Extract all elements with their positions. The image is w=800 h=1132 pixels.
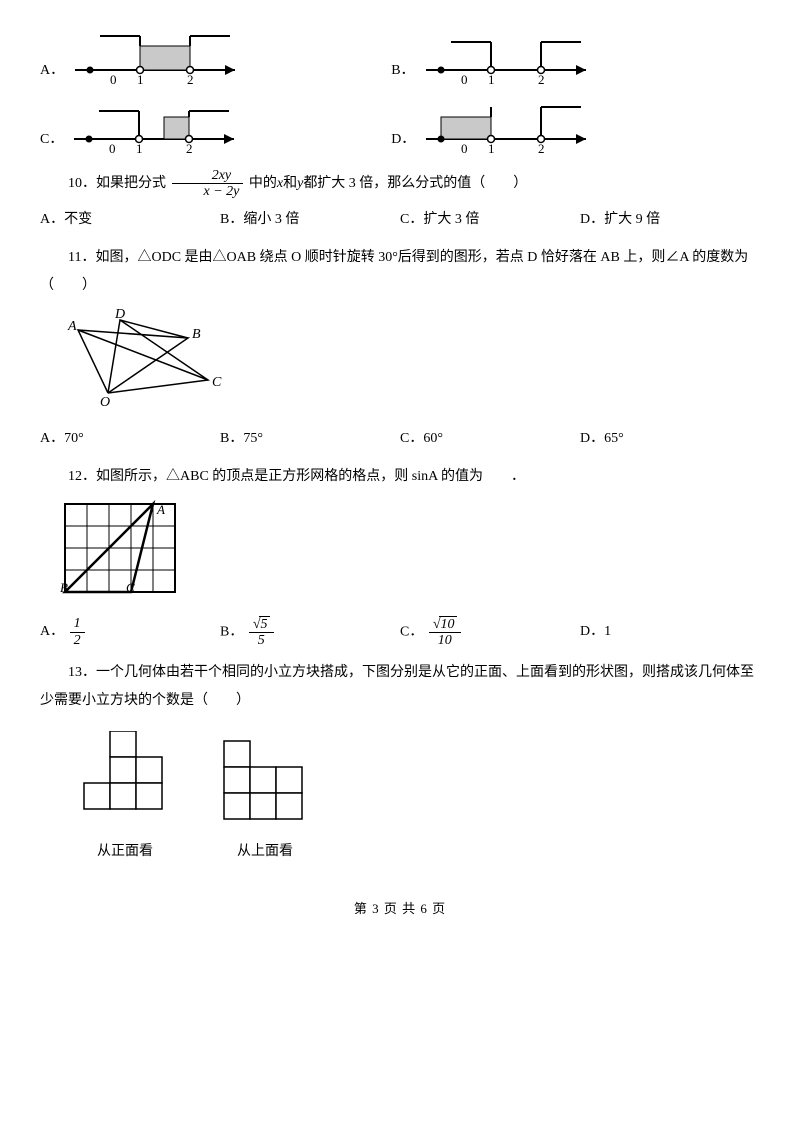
q9-option-c[interactable]: C． 0 1 2 xyxy=(40,99,371,154)
svg-text:1: 1 xyxy=(488,141,495,154)
q10-answer-a[interactable]: A．不变 xyxy=(40,206,220,234)
q9-c-label: C． xyxy=(40,126,63,154)
q11-figure: A D B C O xyxy=(60,308,760,419)
q12-answer-a[interactable]: A． 12 xyxy=(40,616,220,648)
q12-answers: A． 12 B． 55 C． 1010 D．1 xyxy=(40,616,760,649)
svg-text:2: 2 xyxy=(186,141,193,154)
tick-1: 1 xyxy=(137,72,144,85)
numberline-a: 0 1 2 xyxy=(70,30,250,85)
q10-answer-b[interactable]: B．缩小 3 倍 xyxy=(220,206,400,234)
front-view xyxy=(80,731,170,821)
top-caption: 从上面看 xyxy=(220,838,310,866)
q10-answer-d[interactable]: D．扩大 9 倍 xyxy=(580,206,760,234)
page-footer: 第 3 页 共 6 页 xyxy=(40,896,760,922)
numberline-c: 0 1 2 xyxy=(69,99,249,154)
q9-option-b[interactable]: B． 0 1 2 xyxy=(391,30,722,85)
q9-b-label: B． xyxy=(391,57,414,85)
front-view-block: 从正面看 xyxy=(80,731,170,866)
svg-text:D: D xyxy=(114,308,125,322)
svg-text:1: 1 xyxy=(488,72,495,85)
q12-figure: A B C xyxy=(60,499,760,610)
svg-text:1: 1 xyxy=(136,141,143,154)
top-view xyxy=(220,731,310,821)
q11-answer-c[interactable]: C．60° xyxy=(400,425,580,453)
q11-answer-a[interactable]: A．70° xyxy=(40,425,220,453)
svg-text:2: 2 xyxy=(538,141,545,154)
svg-text:A: A xyxy=(67,319,77,334)
q9-row1: A． 0 1 2 B． 0 xyxy=(40,30,760,85)
svg-text:B: B xyxy=(192,327,201,342)
q11-answer-d[interactable]: D．65° xyxy=(580,425,760,453)
q10-text: 10．如果把分式 2xy x − 2y 中的x和y都扩大 3 倍，那么分式的值（… xyxy=(40,168,760,200)
q11-answers: A．70° B．75° C．60° D．65° xyxy=(40,425,760,453)
q11-num: 11 xyxy=(68,250,81,265)
q12-text: 12．如图所示，△ABC 的顶点是正方形网格的格点，则 sinA 的值为 ． xyxy=(40,463,760,491)
q9-d-label: D． xyxy=(391,126,415,154)
svg-text:B: B xyxy=(60,580,68,595)
tick-2: 2 xyxy=(187,72,194,85)
q11-answer-b[interactable]: B．75° xyxy=(220,425,400,453)
q12-num: 12 xyxy=(68,469,82,484)
q11-text: 11．如图，△ODC 是由△OAB 绕点 O 顺时针旋转 30°后得到的图形，若… xyxy=(40,244,760,300)
q9-option-d[interactable]: D． 0 1 2 xyxy=(391,99,722,154)
svg-text:2: 2 xyxy=(538,72,545,85)
numberline-b: 0 1 2 xyxy=(421,30,601,85)
q12-answer-b[interactable]: B． 55 xyxy=(220,616,400,649)
q12-answer-c[interactable]: C． 1010 xyxy=(400,616,580,649)
q13-text: 13．一个几何体由若干个相同的小立方块搭成，下图分别是从它的正面、上面看到的形状… xyxy=(40,659,760,715)
q12-answer-d[interactable]: D．1 xyxy=(580,618,760,646)
svg-text:C: C xyxy=(212,375,222,390)
q10-num: 10 xyxy=(68,176,82,191)
q9-row2: C． 0 1 2 D． 0 xyxy=(40,99,760,154)
numberline-d: 0 1 2 xyxy=(421,99,601,154)
front-caption: 从正面看 xyxy=(80,838,170,866)
top-view-block: 从上面看 xyxy=(220,731,310,866)
q10-fraction: 2xy x − 2y xyxy=(172,168,244,200)
q10-answers: A．不变 B．缩小 3 倍 C．扩大 3 倍 D．扩大 9 倍 xyxy=(40,206,760,234)
q13-figures: 从正面看 从上面看 xyxy=(80,731,760,866)
q10-answer-c[interactable]: C．扩大 3 倍 xyxy=(400,206,580,234)
svg-text:A: A xyxy=(156,502,165,517)
tick-0: 0 xyxy=(110,72,117,85)
svg-text:C: C xyxy=(126,580,135,595)
q13-num: 13 xyxy=(68,665,82,680)
svg-text:O: O xyxy=(100,395,110,408)
svg-text:0: 0 xyxy=(461,72,468,85)
svg-text:0: 0 xyxy=(109,141,116,154)
q9-option-a[interactable]: A． 0 1 2 xyxy=(40,30,371,85)
q9-a-label: A． xyxy=(40,57,64,85)
svg-text:0: 0 xyxy=(461,141,468,154)
